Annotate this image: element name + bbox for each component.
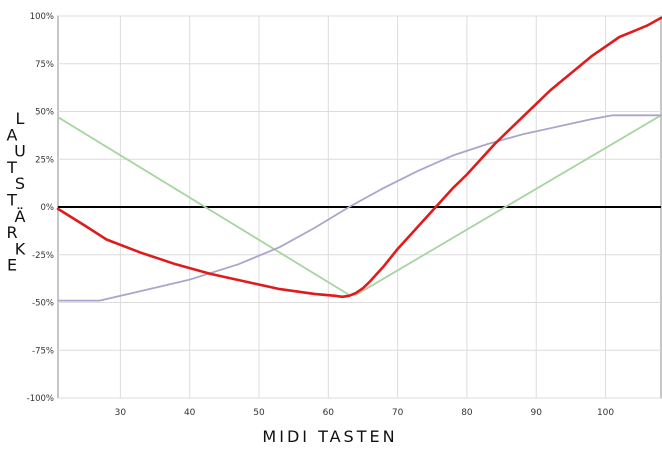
x-tick-label: 40 bbox=[184, 408, 196, 418]
y-axis-label-letter: A bbox=[7, 125, 18, 144]
y-axis-label-letter: U bbox=[14, 142, 26, 161]
x-tick-label: 50 bbox=[253, 408, 265, 418]
grid-lines bbox=[58, 15, 661, 399]
x-tick-label: 100 bbox=[597, 408, 614, 418]
y-tick-label: -50% bbox=[32, 299, 54, 309]
x-axis-label: MIDI TASTEN bbox=[262, 427, 397, 446]
y-tick-labels: 100% 75% 50% 25% 0% -25% -50% -75% -100% bbox=[27, 12, 54, 404]
y-tick-label: 75% bbox=[35, 60, 54, 70]
y-tick-label: -100% bbox=[27, 394, 54, 404]
y-axis-label-letter: R bbox=[6, 223, 17, 242]
y-axis-label-letter: L bbox=[16, 109, 25, 128]
y-axis-label-letter: T bbox=[6, 191, 17, 210]
x-tick-labels: 30 40 50 60 70 80 90 100 bbox=[115, 408, 615, 418]
y-axis-label-letter: S bbox=[15, 174, 25, 193]
y-tick-label: 0% bbox=[41, 203, 55, 213]
y-tick-label: -75% bbox=[32, 346, 54, 356]
y-axis-label-letter: Ä bbox=[15, 207, 26, 226]
y-axis-label-letter: E bbox=[7, 256, 17, 275]
x-tick-label: 30 bbox=[115, 408, 127, 418]
y-tick-label: 50% bbox=[35, 108, 54, 118]
y-tick-label: -25% bbox=[32, 251, 54, 261]
y-tick-label: 25% bbox=[35, 155, 54, 165]
series-layer bbox=[56, 16, 662, 302]
x-tick-label: 90 bbox=[531, 408, 543, 418]
x-tick-label: 80 bbox=[461, 408, 473, 418]
purple-series-line bbox=[57, 114, 662, 302]
x-tick-label: 70 bbox=[392, 408, 404, 418]
y-axis-label-letter: K bbox=[15, 239, 26, 258]
red-series-line bbox=[56, 16, 662, 299]
y-tick-label: 100% bbox=[30, 12, 54, 22]
y-axis-label-letter: T bbox=[6, 158, 17, 177]
x-tick-label: 60 bbox=[323, 408, 335, 418]
